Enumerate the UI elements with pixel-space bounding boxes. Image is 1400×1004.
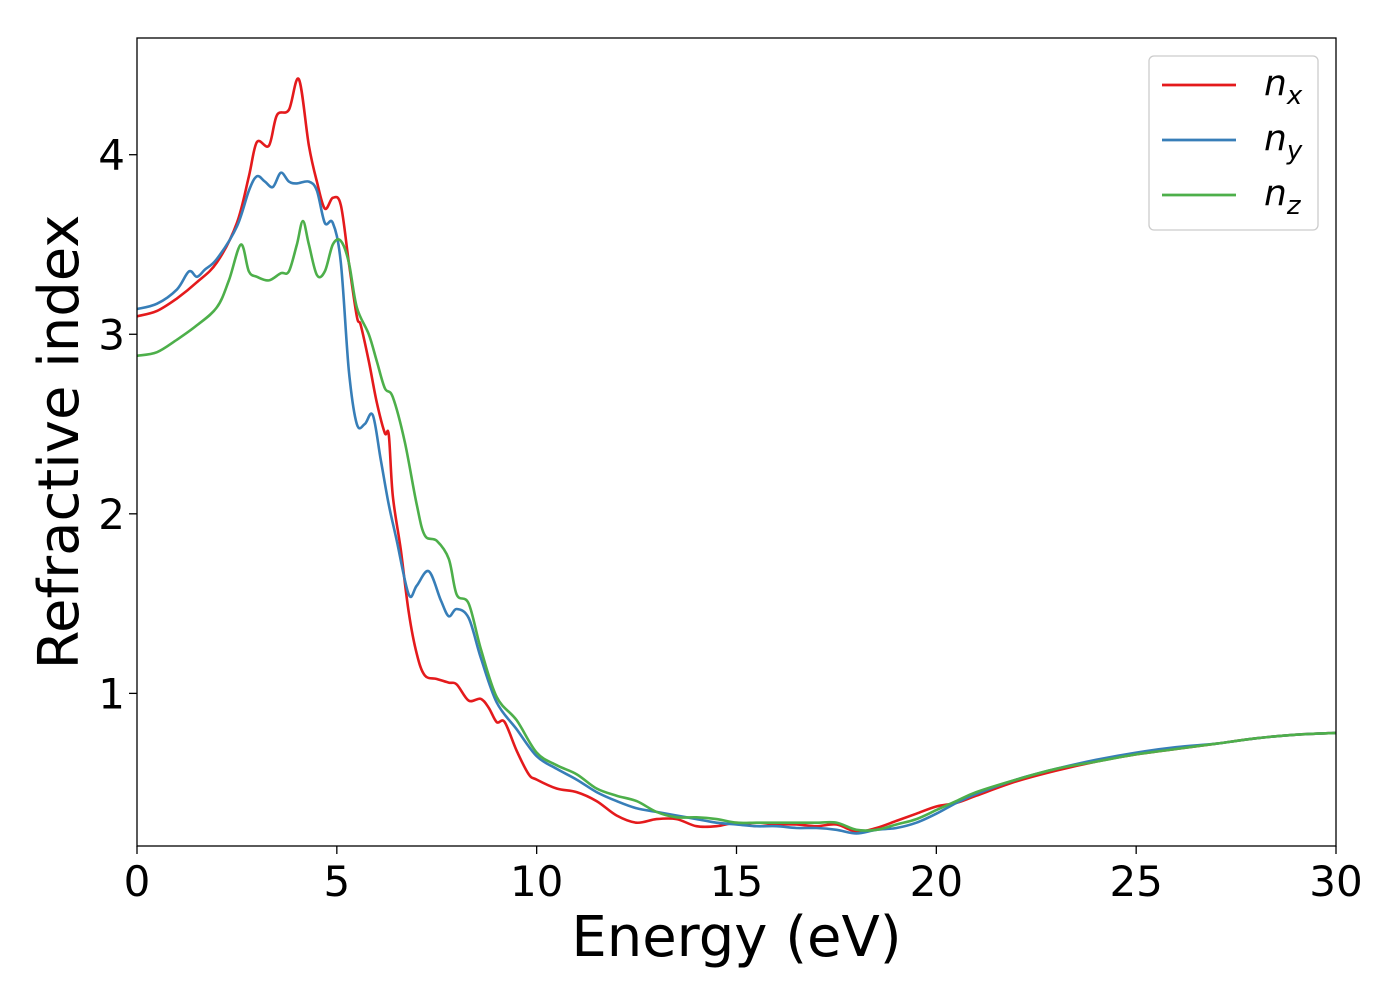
y-axis-title: Refractive index	[27, 215, 92, 670]
y-tick-label: 4	[98, 131, 125, 180]
x-tick-label: 20	[910, 857, 963, 906]
x-tick-label: 15	[710, 857, 763, 906]
series-line-x	[137, 77, 1336, 833]
series-line-z	[137, 219, 1336, 832]
legend-box	[1148, 55, 1319, 231]
x-axis-title: Energy (eV)	[571, 905, 901, 970]
ticks-layer: 0 5 10 15 20 25 30 1 2 3 4	[98, 131, 1362, 906]
y-tick-label: 1	[98, 669, 125, 718]
series-layer	[137, 77, 1336, 835]
x-tick-label: 0	[124, 857, 151, 906]
x-tick-label: 30	[1309, 857, 1362, 906]
legend-label: nz	[1264, 173, 1302, 221]
series-line-y	[137, 171, 1336, 835]
legend: nx ny nz	[1148, 55, 1319, 231]
x-tick-label: 10	[510, 857, 563, 906]
y-tick-label: 2	[98, 490, 125, 539]
legend-label: nx	[1264, 63, 1303, 111]
y-tick-label: 3	[98, 310, 125, 359]
x-tick-label: 25	[1109, 857, 1162, 906]
legend-item-x: nx	[1162, 63, 1303, 111]
x-tick-label: 5	[323, 857, 350, 906]
legend-item-y: ny	[1162, 118, 1303, 166]
legend-item-z: nz	[1162, 173, 1302, 221]
legend-label: ny	[1264, 118, 1303, 166]
